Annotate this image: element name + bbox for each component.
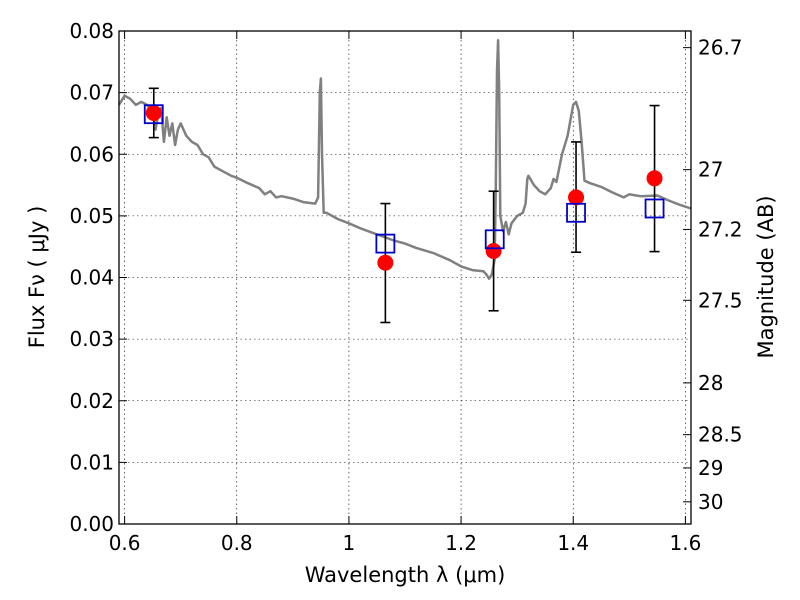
magnitude-tick-label: 27.5 [698, 288, 743, 312]
spectrum-line [117, 38, 692, 280]
y-tick-label: 0.02 [69, 389, 114, 413]
y-axis-label: Flux Fν ( μJy ) [25, 206, 49, 349]
magnitude-tick-label: 29 [698, 456, 723, 480]
observed-point [646, 170, 663, 187]
observed-point [485, 243, 502, 260]
magnitude-tick-label: 26.7 [698, 36, 743, 60]
magnitude-tick-label: 28 [698, 371, 723, 395]
y-tick-label: 0.01 [69, 450, 114, 474]
y-tick-label: 0.00 [69, 512, 114, 536]
y-tick-label: 0.05 [69, 204, 114, 228]
x-axis: 0.6 0.8 1 1.2 1.4 1.6 [109, 31, 701, 555]
x-tick-label: 0.6 [109, 531, 141, 555]
magnitude-tick-label: 30 [698, 490, 723, 514]
x-tick-label: 1.4 [557, 531, 589, 555]
squares-layer [143, 104, 665, 254]
errorbars-layer [148, 87, 660, 324]
magnitude-axis: 26.7 27 27.2 27.5 28 28.5 29 30 [683, 36, 743, 514]
model-point [375, 233, 396, 254]
x-tick-label: 1.6 [669, 531, 701, 555]
model-point [143, 104, 164, 125]
points-layer [145, 104, 663, 271]
observed-point [377, 254, 394, 271]
model-point [484, 229, 505, 250]
x-axis-label: Wavelength λ (μm) [305, 563, 506, 587]
magnitude-tick-label: 27 [698, 158, 723, 182]
x-tick-label: 1 [343, 531, 356, 555]
y-tick-label: 0.07 [69, 81, 114, 105]
grid [119, 30, 691, 525]
observed-point [145, 104, 162, 121]
magnitude-tick-label: 28.5 [698, 423, 743, 447]
x-tick-label: 0.8 [221, 531, 253, 555]
x-tick-label: 1.2 [445, 531, 477, 555]
spectrum-layer [117, 38, 692, 280]
y-axis: 0.00 0.01 0.02 0.03 0.04 0.05 0.06 0.07 0.08 [69, 19, 127, 536]
y-tick-label: 0.08 [69, 19, 114, 43]
magnitude-axis-label: Magnitude (AB) [754, 195, 778, 358]
y-tick-label: 0.04 [69, 266, 114, 290]
y-tick-label: 0.03 [69, 327, 114, 351]
y-tick-label: 0.06 [69, 142, 114, 166]
model-point [566, 202, 586, 223]
observed-point [568, 189, 585, 206]
magnitude-tick-label: 27.2 [698, 217, 743, 241]
model-point [644, 198, 665, 219]
